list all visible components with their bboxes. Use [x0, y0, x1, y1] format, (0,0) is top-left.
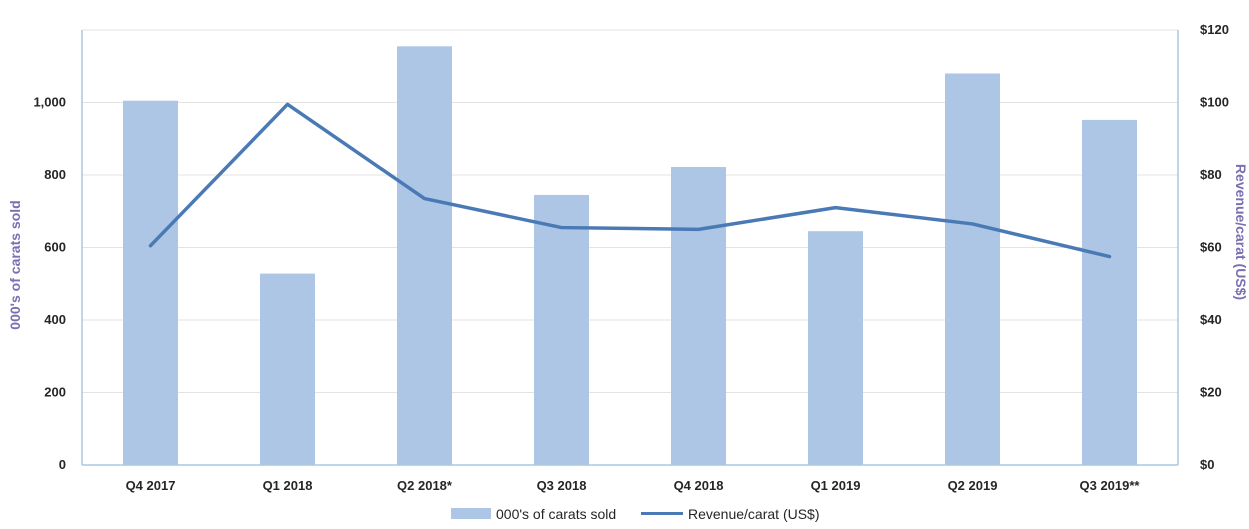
right-tick-label: $100 [1200, 95, 1229, 110]
line-point [286, 102, 289, 106]
bar [1082, 119, 1137, 466]
category-label: Q4 2017 [126, 478, 176, 493]
legend-bar-swatch [451, 508, 491, 519]
left-axis-ticks: 0 200 400 600 800 1,000 [33, 95, 66, 473]
bar [808, 231, 863, 465]
legend-line-label: Revenue/carat (US$) [688, 506, 820, 522]
line-point [149, 244, 152, 248]
gridlines [82, 29, 1178, 393]
legend: 000's of carats sold Revenue/carat (US$) [451, 506, 820, 522]
line-point [560, 226, 563, 230]
bar-series [123, 46, 1137, 466]
left-tick-label: 1,000 [33, 95, 66, 110]
bar [534, 194, 589, 465]
line-point [697, 227, 700, 231]
bar [397, 46, 452, 465]
left-tick-label: 200 [44, 385, 66, 400]
line-point [834, 206, 837, 210]
line-point [1108, 255, 1111, 259]
left-tick-label: 400 [44, 312, 66, 327]
category-label: Q1 2019 [811, 478, 861, 493]
category-label: Q3 2019** [1080, 478, 1141, 493]
right-tick-label: $40 [1200, 312, 1222, 327]
right-tick-label: $20 [1200, 385, 1222, 400]
category-label: Q1 2018 [263, 478, 313, 493]
line-point [971, 222, 974, 226]
right-axis-title: Revenue/carat (US$) [1233, 164, 1249, 300]
bar [260, 273, 315, 465]
line-point [423, 197, 426, 201]
right-tick-label: $60 [1200, 240, 1222, 255]
legend-bar-label: 000's of carats sold [496, 506, 616, 522]
category-label: Q3 2018 [537, 478, 587, 493]
bar [945, 73, 1000, 465]
left-tick-label: 800 [44, 167, 66, 182]
category-label: Q2 2019 [948, 478, 998, 493]
revenue-line [148, 102, 1112, 259]
right-tick-label: $0 [1200, 457, 1214, 472]
x-axis-ticks: Q4 2017 Q1 2018 Q2 2018* Q3 2018 Q4 2018 Q1 2… [126, 478, 1141, 493]
bar [671, 167, 726, 465]
left-tick-label: 600 [44, 240, 66, 255]
line-series [148, 102, 1112, 259]
left-tick-label: 0 [59, 457, 66, 472]
category-label: Q2 2018* [397, 478, 453, 493]
right-tick-label: $120 [1200, 22, 1229, 37]
right-axis-ticks: $0 $20 $40 $60 $80 $100 $120 [1200, 22, 1229, 472]
right-tick-label: $80 [1200, 167, 1222, 182]
category-label: Q4 2018 [674, 478, 724, 493]
left-axis-title: 000's of carats sold [7, 200, 23, 329]
bar [123, 100, 178, 465]
